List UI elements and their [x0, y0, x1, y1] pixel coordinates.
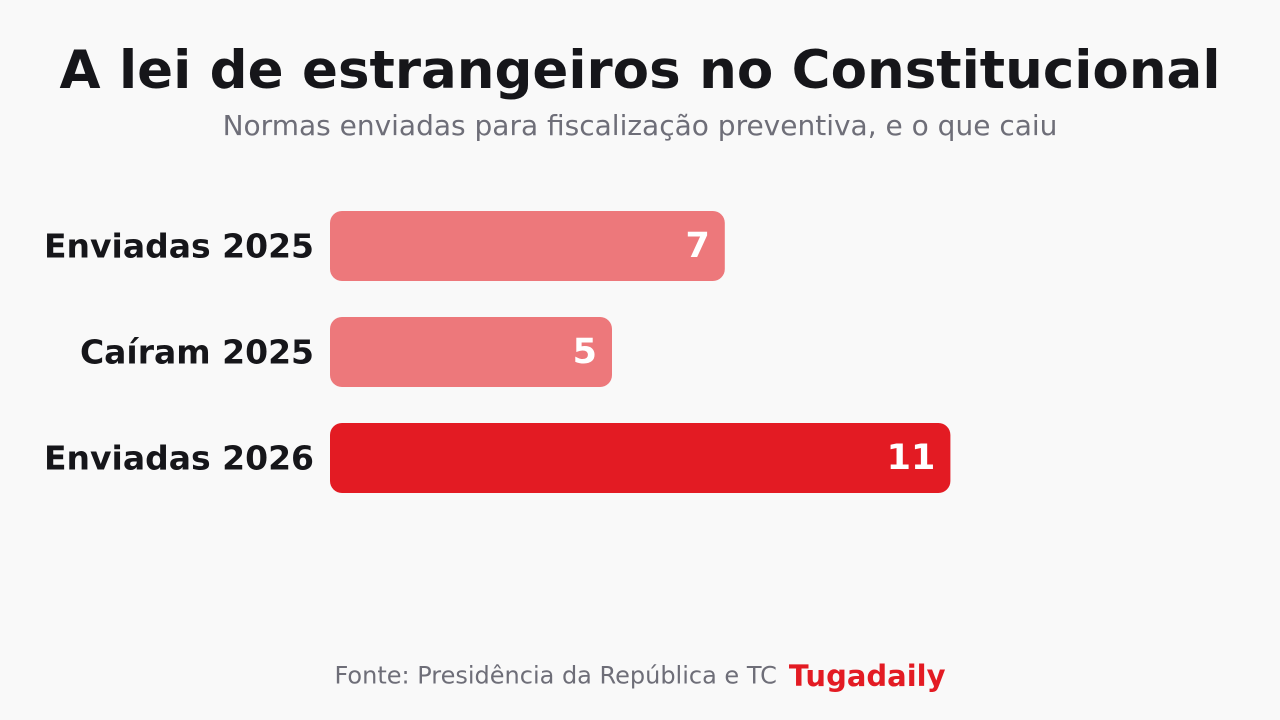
category-label-2: Caíram 2025 [80, 333, 314, 372]
bar-3 [330, 423, 951, 493]
source-note: Fonte: Presidência da República e TC [334, 661, 777, 690]
value-label-1: 7 [685, 226, 709, 266]
category-label-3: Enviadas 2026 [44, 439, 314, 478]
value-label-2: 5 [573, 332, 597, 372]
bar-1 [330, 211, 725, 281]
chart-subtitle: Normas enviadas para fiscalização preven… [222, 109, 1058, 142]
bar-2 [330, 317, 612, 387]
brand-logo: Tugadaily [788, 658, 946, 693]
value-label-3: 11 [887, 438, 936, 478]
chart-title: A lei de estrangeiros no Constitucional [59, 40, 1221, 101]
footer: Fonte: Presidência da República e TC Tuga… [0, 655, 1280, 696]
category-label-1: Enviadas 2025 [44, 227, 314, 266]
